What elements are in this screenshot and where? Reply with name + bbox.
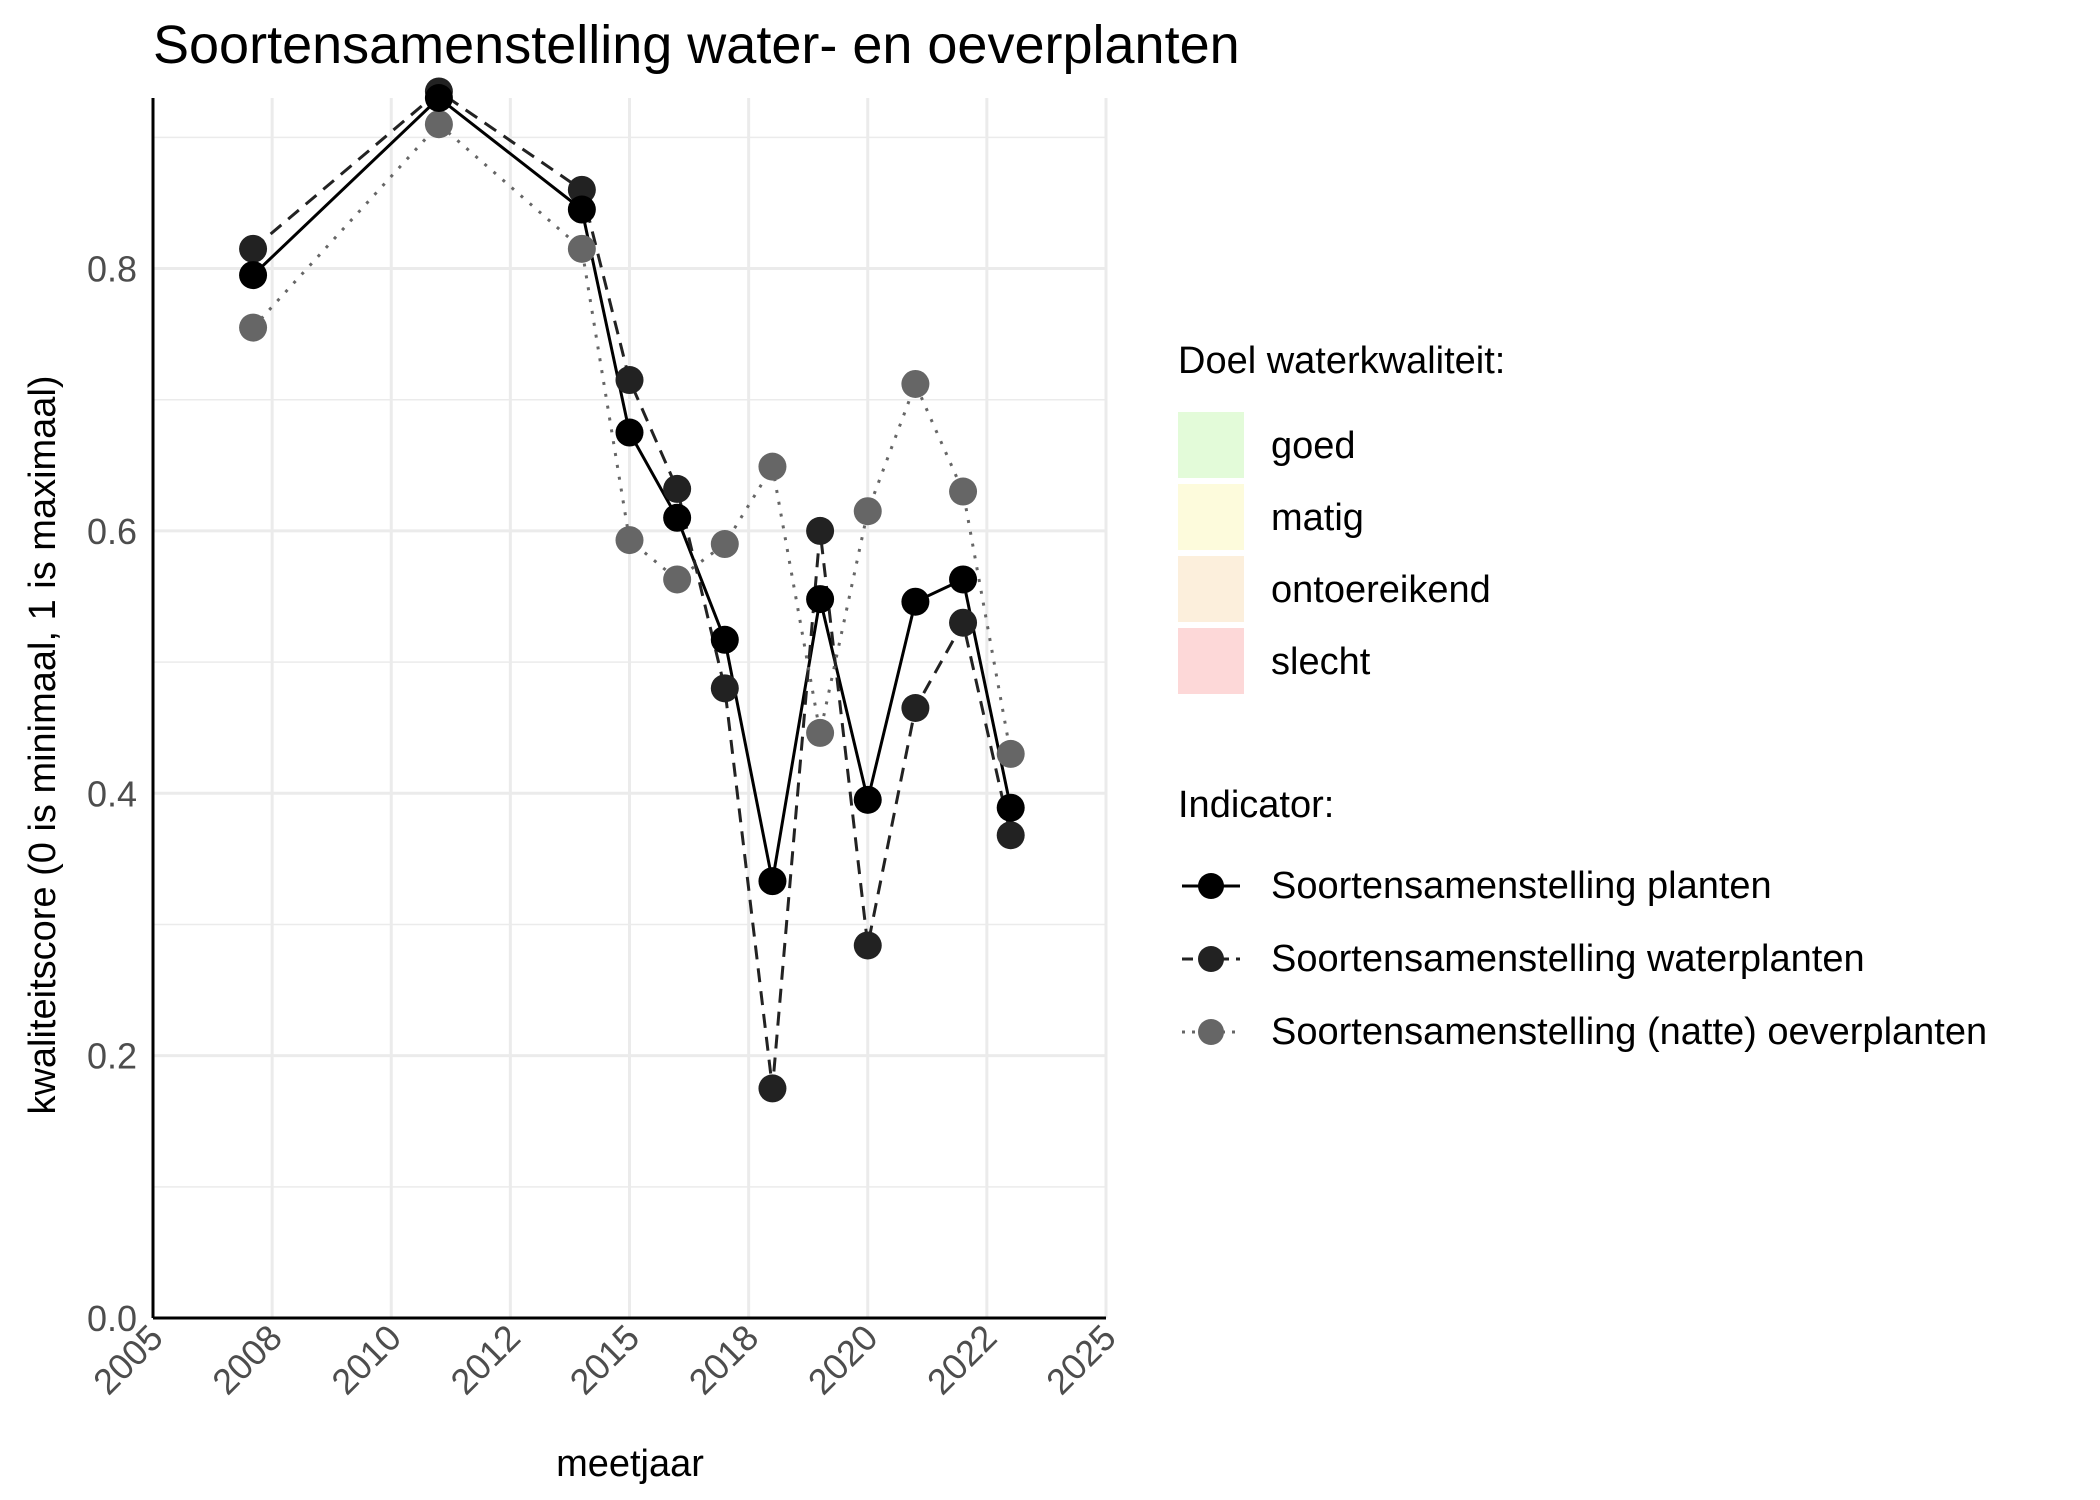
series-3-point bbox=[758, 452, 787, 481]
legend-title-indicator: Indicator: bbox=[1178, 784, 1335, 826]
y-tick-label: 0.0 bbox=[87, 1298, 137, 1339]
legend-label-oeverplanten: Soortensamenstelling (natte) oeverplante… bbox=[1271, 1011, 1988, 1053]
legend-label-ontoereikend: ontoereikend bbox=[1271, 569, 1491, 611]
series-1-point bbox=[758, 867, 787, 896]
y-axis-title: kwaliteitscore (0 is minimaal, 1 is maxi… bbox=[22, 375, 64, 1114]
x-tick-label: 2012 bbox=[442, 1317, 528, 1403]
series-2-point bbox=[996, 821, 1025, 850]
y-tick-label: 0.6 bbox=[87, 511, 137, 552]
legend-swatch-slecht bbox=[1178, 628, 1244, 694]
x-tick-labels: 2005 2008 2010 2012 2015 2018 2020 2022 2025 bbox=[85, 1317, 1124, 1403]
series-2-point bbox=[901, 694, 930, 722]
x-tick-label: 2025 bbox=[1038, 1317, 1124, 1403]
series-3-point bbox=[663, 565, 692, 594]
series-1-point bbox=[615, 418, 644, 447]
series-2-point bbox=[758, 1074, 787, 1103]
y-tick-label: 0.2 bbox=[87, 1036, 137, 1077]
series-2-point bbox=[853, 931, 882, 960]
series-1-point bbox=[901, 587, 930, 616]
y-tick-label: 0.8 bbox=[87, 249, 137, 290]
legend-swatch-ontoereikend bbox=[1178, 556, 1244, 622]
series-3-point bbox=[949, 477, 978, 506]
legend-title-target: Doel waterkwaliteit: bbox=[1178, 340, 1506, 382]
legend-key-oeverplanten bbox=[1182, 1019, 1240, 1045]
x-tick-label: 2015 bbox=[562, 1317, 648, 1403]
chart-title: Soortensamenstelling water- en oeverplan… bbox=[153, 15, 1240, 75]
series-3-point bbox=[567, 234, 596, 263]
x-tick-label: 2022 bbox=[919, 1317, 1005, 1403]
x-tick-label: 2018 bbox=[681, 1317, 767, 1403]
series-line-3 bbox=[251, 122, 1013, 755]
x-tick-label: 2008 bbox=[204, 1317, 290, 1403]
series-2-point bbox=[663, 474, 692, 503]
series-2-point bbox=[806, 516, 835, 545]
series-2-point bbox=[239, 234, 268, 263]
grid-major bbox=[151, 98, 1108, 1320]
series-1-point bbox=[949, 565, 978, 594]
legend-key-planten bbox=[1182, 873, 1240, 899]
series-3-point bbox=[239, 313, 268, 342]
legend-label-slecht: slecht bbox=[1271, 641, 1371, 683]
legend-label-goed: goed bbox=[1271, 425, 1356, 467]
series-3-point bbox=[806, 718, 835, 747]
y-tick-labels: 0.0 0.2 0.4 0.6 0.8 bbox=[87, 249, 137, 1339]
series-points bbox=[239, 77, 1025, 1103]
axes bbox=[151, 98, 1106, 1320]
series-2-point bbox=[567, 175, 596, 204]
series-1-point bbox=[996, 793, 1025, 822]
series-1-point bbox=[853, 785, 882, 814]
series-1-point bbox=[239, 261, 268, 290]
series-line-2 bbox=[252, 89, 1013, 1089]
series-1-point bbox=[710, 625, 739, 654]
legend-label-matig: matig bbox=[1271, 497, 1364, 539]
x-axis-title: meetjaar bbox=[556, 1443, 704, 1485]
legend-swatch-goed bbox=[1178, 412, 1244, 478]
series-1-point bbox=[567, 195, 596, 224]
y-tick-label: 0.4 bbox=[87, 773, 137, 814]
series-2-point bbox=[949, 608, 978, 637]
series-3-point bbox=[853, 497, 882, 526]
series-3-point bbox=[996, 739, 1025, 768]
series-line-1 bbox=[252, 96, 1013, 882]
series-3-point bbox=[424, 110, 453, 139]
series-1-point bbox=[663, 503, 692, 532]
x-tick-label: 2010 bbox=[323, 1317, 409, 1403]
series-3-point bbox=[710, 530, 739, 559]
series-1-point bbox=[424, 84, 453, 112]
series-lines bbox=[251, 89, 1013, 1089]
series-1-point bbox=[806, 585, 835, 614]
legend-key-waterplanten bbox=[1182, 946, 1240, 972]
legend-swatch-matig bbox=[1178, 484, 1244, 550]
x-tick-label: 2020 bbox=[800, 1317, 886, 1403]
series-3-point bbox=[615, 526, 644, 555]
series-3-point bbox=[901, 369, 930, 398]
legend-label-waterplanten: Soortensamenstelling waterplanten bbox=[1271, 938, 1865, 980]
series-2-point bbox=[710, 674, 739, 703]
legend-label-planten: Soortensamenstelling planten bbox=[1271, 865, 1772, 907]
series-2-point bbox=[615, 366, 644, 395]
